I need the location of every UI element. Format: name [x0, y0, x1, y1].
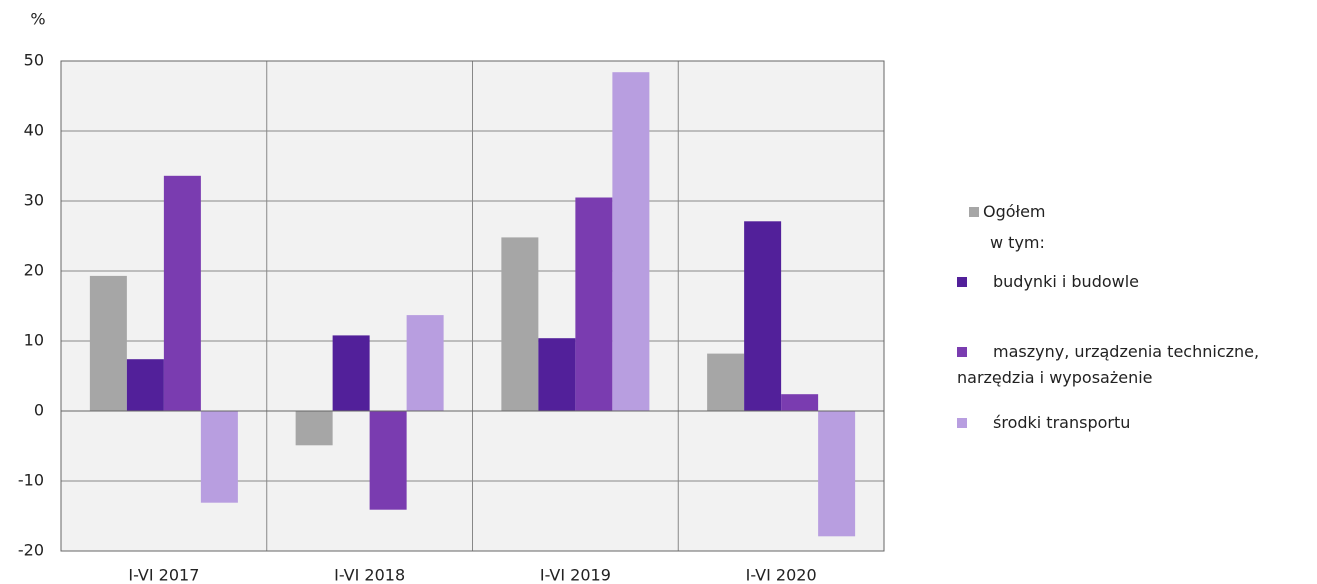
- legend-entry: maszyny, urządzenia techniczne, narzędzi…: [957, 339, 1307, 391]
- x-tick-label: I-VI 2018: [334, 566, 405, 584]
- y-tick-label: 20: [24, 261, 44, 280]
- bar: [295, 411, 333, 446]
- bar: [200, 411, 238, 503]
- bar: [126, 359, 164, 411]
- legend-label: Ogółem: [983, 202, 1046, 221]
- bar: [406, 315, 444, 411]
- bar: [744, 221, 782, 411]
- bar: [163, 175, 201, 411]
- y-axis-label: %: [30, 10, 45, 29]
- legend-label: budynki i budowle: [993, 272, 1140, 291]
- bar: [818, 411, 856, 537]
- legend-swatch: [957, 347, 967, 357]
- bar: [781, 394, 819, 411]
- y-tick-label: -10: [18, 471, 44, 490]
- bar: [538, 338, 576, 411]
- y-tick-label: 10: [24, 331, 44, 350]
- x-tick-label: I-VI 2019: [540, 566, 611, 584]
- bar: [89, 275, 127, 411]
- bar: [332, 335, 370, 411]
- plot-border: [60, 60, 885, 552]
- y-tick-label: 0: [34, 401, 44, 420]
- legend-label: maszyny, urządzenia techniczne, narzędzi…: [957, 342, 1260, 387]
- legend-label: środki transportu: [993, 413, 1131, 432]
- x-tick-label: I-VI 2017: [128, 566, 199, 584]
- legend-entry: Ogółem: [969, 199, 1317, 225]
- legend-swatch: [957, 418, 967, 428]
- bar: [501, 237, 539, 411]
- legend-entry: środki transportu: [957, 410, 1307, 436]
- y-tick-label: -20: [18, 541, 44, 560]
- bar: [369, 411, 407, 510]
- legend-swatch: [957, 277, 967, 287]
- legend-entry: budynki i budowle: [957, 269, 1307, 295]
- bar: [612, 72, 650, 411]
- legend-swatch: [969, 207, 979, 217]
- y-tick-label: 50: [24, 51, 44, 70]
- bar: [575, 197, 613, 411]
- legend-note: w tym:: [990, 233, 1045, 252]
- y-tick-label: 40: [24, 121, 44, 140]
- x-tick-label: I-VI 2020: [746, 566, 817, 584]
- y-tick-label: 30: [24, 191, 44, 210]
- bar: [707, 353, 745, 411]
